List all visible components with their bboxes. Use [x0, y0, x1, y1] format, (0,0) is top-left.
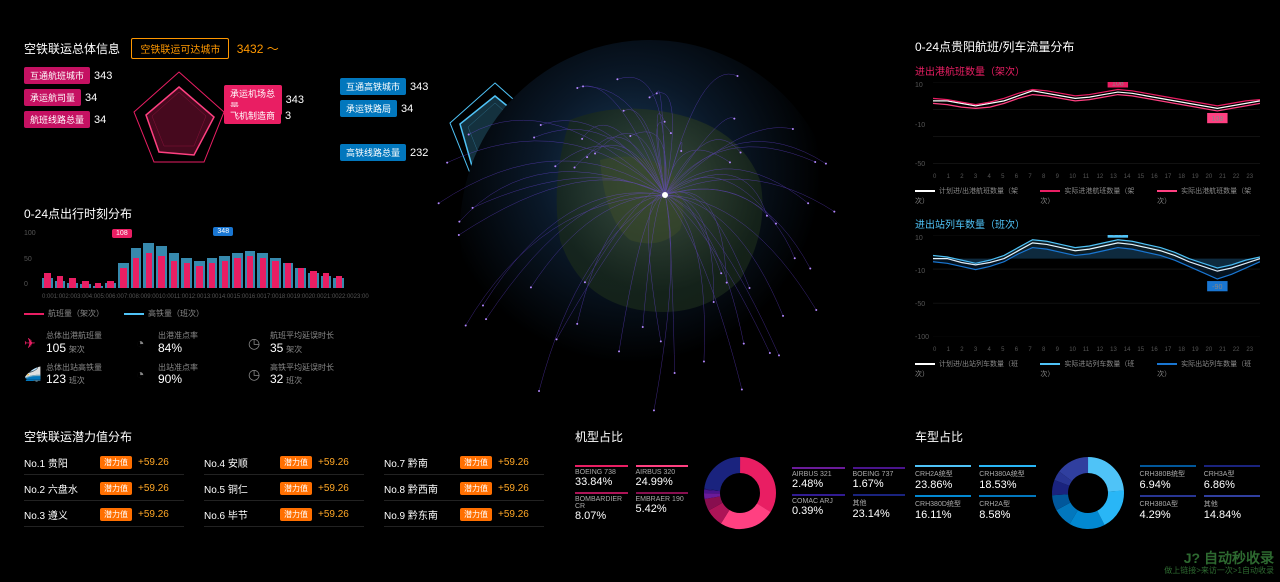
radar-air: 互通航班城市343承运航司量34航班线路总量34承运机场总量343飞机制造商3	[24, 67, 304, 197]
legend-item: 航班量（架次）	[24, 308, 104, 319]
legend-item: 计划进/出港航班数量（架次）	[915, 186, 1026, 206]
radar-label: 承运铁路局34	[340, 100, 413, 117]
legend-item: CRH2A型8.58%	[979, 495, 1035, 521]
radar-label: 飞机制造商3	[224, 107, 291, 124]
legend-item: COMAC ARJ0.39%	[792, 494, 845, 520]
legend-item: CRH2A统型23.86%	[915, 465, 971, 491]
plane-icon: ✈	[24, 335, 40, 351]
reachable-cities-value: 3432	[237, 42, 264, 56]
train-icon: 🚄	[24, 366, 40, 382]
kpi-item: ◷ 航班平均延误时长35 架次	[248, 331, 344, 355]
legend-item: 实际进站列车数量（班次）	[1040, 359, 1143, 379]
globe-visualization[interactable]	[420, 20, 880, 440]
rank-row[interactable]: No.6 毕节 潜力值 +59.26	[204, 507, 364, 527]
rank-row[interactable]: No.2 六盘水 潜力值 +59.26	[24, 481, 184, 501]
rank-row[interactable]: No.8 黔西南 潜力值 +59.26	[384, 481, 544, 501]
chart-subtitle: 进出站列车数量（班次）	[915, 216, 1260, 231]
line-chart-flights: 10-10-50 108108 012345678910111213141516…	[915, 82, 1260, 180]
watermark: J? 自动秒收录 做上链接>来访一次>1自动收录	[1164, 550, 1274, 576]
radar-label: 承运航司量34	[24, 89, 97, 106]
kpi-item: ◷ 高铁平均延误时长32 班次	[248, 363, 344, 387]
legend-item: CRH380D统型16.11%	[915, 495, 971, 521]
svg-text:-90: -90	[1212, 283, 1222, 291]
panel-title: 空铁联运总体信息 空铁联运可达城市 3432 〜	[24, 38, 304, 59]
kpi-item: ✈ 总体出港航班量105 架次	[24, 331, 120, 355]
timeline-legend: 航班量（架次） 高铁量（班次）	[24, 308, 344, 319]
legend-item: 其他14.84%	[1204, 495, 1260, 521]
rank-row[interactable]: No.3 遵义 潜力值 +59.26	[24, 507, 184, 527]
legend-item: CRH380A型4.29%	[1140, 495, 1196, 521]
panel-timeline: 0-24点出行时刻分布 100500 108 348 0:001:002:003…	[24, 205, 344, 386]
panel-ranking: 空铁联运潜力值分布 No.1 贵阳 潜力值 +59.26 No.4 安顺 潜力值…	[24, 428, 544, 527]
donut-chart-aircraft	[700, 453, 780, 533]
legend-item: EMBRAER 1905.42%	[636, 492, 689, 522]
radar-label: 互通航班城市343	[24, 67, 112, 84]
panel-title: 车型占比	[915, 428, 1260, 445]
radar-label: 航班线路总量34	[24, 111, 106, 128]
timeline-chart: 100500 108 348 0:001:002:003:004:005:006…	[24, 230, 344, 300]
radar-chart-air	[124, 67, 234, 177]
svg-text:348: 348	[1112, 235, 1124, 238]
pct-icon: ◔	[136, 335, 152, 351]
clock-icon: ◷	[248, 366, 264, 382]
radar-label: 高铁线路总量232	[340, 144, 428, 161]
line-chart-trains: 10-10-50-100 348-90 01234567891011121314…	[915, 235, 1260, 353]
kpi-item: ◔ 出站准点率90%	[136, 363, 232, 387]
svg-text:108: 108	[1211, 115, 1223, 123]
rank-row[interactable]: No.7 黔南 潜力值 +59.26	[384, 455, 544, 475]
legend-item: 计划进/出站列车数量（班次）	[915, 359, 1026, 379]
legend-item: CRH380B统型6.94%	[1140, 465, 1196, 491]
svg-text:108: 108	[1112, 82, 1124, 87]
chart-subtitle: 进出港航班数量（架次）	[915, 63, 1260, 78]
legend-item: BOEING 7371.67%	[853, 467, 906, 490]
rank-row[interactable]: No.5 铜仁 潜力值 +59.26	[204, 481, 364, 501]
clock-icon: ◷	[248, 335, 264, 351]
panel-train-ratio: 车型占比 CRH2A统型23.86% CRH380A统型18.53% CRH380D…	[915, 428, 1260, 533]
legend-item: CRH3A型6.86%	[1204, 465, 1260, 491]
reachable-cities-badge: 空铁联运可达城市	[131, 38, 229, 59]
legend-item: 实际进港航班数量（架次）	[1040, 186, 1143, 206]
legend-item: AIRBUS 32024.99%	[636, 465, 689, 488]
legend-item: 其他23.14%	[853, 494, 906, 520]
chart-legend: 计划进/出港航班数量（架次） 实际进港航班数量（架次） 实际出港航班数量（架次）	[915, 186, 1260, 206]
rank-row[interactable]: No.1 贵阳 潜力值 +59.26	[24, 455, 184, 475]
legend-item: CRH380A统型18.53%	[979, 465, 1035, 491]
legend-item: 实际出港航班数量（架次）	[1157, 186, 1260, 206]
rank-row[interactable]: No.9 黔东南 潜力值 +59.26	[384, 507, 544, 527]
panel-air-rail-overview: 空铁联运总体信息 空铁联运可达城市 3432 〜 互通航班城市343 承运航司量3…	[24, 38, 304, 197]
rank-row[interactable]: No.4 安顺 潜力值 +59.26	[204, 455, 364, 475]
legend-item: BOMBARDIER CR8.07%	[575, 492, 628, 522]
radar-label: 互通高铁城市343	[340, 78, 428, 95]
chart-legend: 计划进/出站列车数量（班次） 实际进站列车数量（班次） 实际出站列车数量（班次）	[915, 359, 1260, 379]
legend-item: 高铁量（班次）	[124, 308, 204, 319]
kpi-item: ◔ 出港准点率84%	[136, 331, 232, 355]
panel-title: 0-24点贵阳航班/列车流量分布	[915, 38, 1260, 55]
panel-flow-distribution: 0-24点贵阳航班/列车流量分布 进出港航班数量（架次） 10-10-50 10…	[915, 38, 1260, 389]
panel-title: 机型占比	[575, 428, 905, 445]
legend-item: 实际出站列车数量（班次）	[1157, 359, 1260, 379]
pct-icon: ◔	[136, 366, 152, 382]
legend-item: BOEING 73833.84%	[575, 465, 628, 488]
panel-title: 0-24点出行时刻分布	[24, 205, 344, 222]
kpi-grid: ✈ 总体出港航班量105 架次 ◔ 出港准点率84% ◷ 航班平均延误时长35 …	[24, 331, 344, 386]
kpi-item: 🚄 总体出站高铁量123 班次	[24, 363, 120, 387]
donut-chart-train	[1048, 453, 1128, 533]
panel-aircraft-ratio: 机型占比 BOEING 73833.84% AIRBUS 32024.99% BOM…	[575, 428, 905, 533]
legend-item: AIRBUS 3212.48%	[792, 467, 845, 490]
trend-icon: 〜	[267, 42, 279, 56]
dashboard: 空铁联运总体信息 空铁联运可达城市 3432 〜 互通航班城市343 承运航司量3…	[0, 0, 1280, 582]
globe-svg	[420, 20, 880, 440]
